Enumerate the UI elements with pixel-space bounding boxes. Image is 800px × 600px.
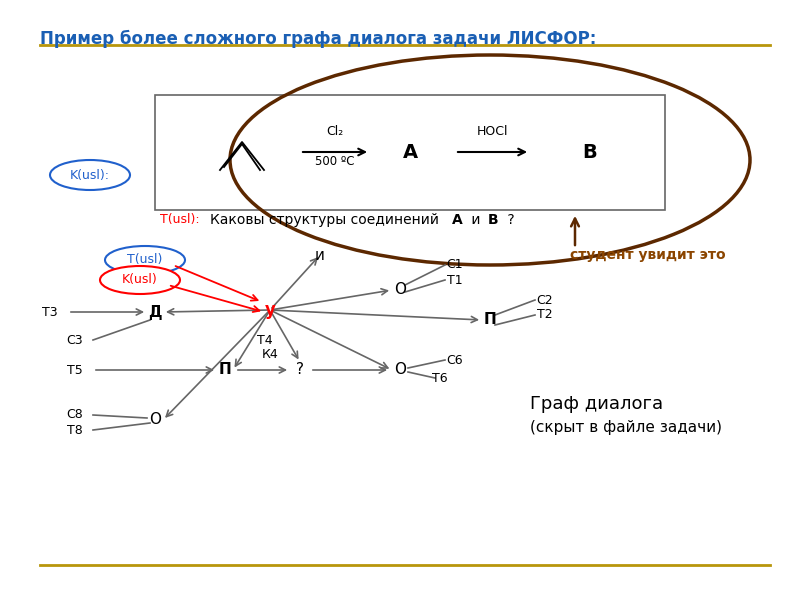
Text: С6: С6 — [446, 353, 463, 367]
Text: Граф диалога: Граф диалога — [530, 395, 663, 413]
Text: К4: К4 — [262, 349, 278, 361]
Text: Т1: Т1 — [447, 274, 463, 286]
Text: Т3: Т3 — [42, 305, 58, 319]
Text: у: у — [265, 301, 275, 319]
Text: О: О — [149, 413, 161, 427]
Text: Т6: Т6 — [432, 371, 448, 385]
Bar — [155, 95, 665, 210]
Text: Т5: Т5 — [67, 364, 83, 377]
Text: С2: С2 — [537, 293, 554, 307]
Text: K(usl): K(usl) — [122, 274, 158, 286]
Text: О: О — [394, 362, 406, 377]
Text: Каковы структуры соединений: Каковы структуры соединений — [210, 213, 443, 227]
Text: Пример более сложного графа диалога задачи ЛИСФОР:: Пример более сложного графа диалога зада… — [40, 30, 596, 48]
Text: HOCl: HOCl — [476, 125, 508, 138]
Text: Д: Д — [148, 304, 162, 319]
Text: Cl₂: Cl₂ — [326, 125, 344, 138]
Text: ?: ? — [296, 362, 304, 377]
Text: С3: С3 — [66, 334, 83, 346]
Text: П: П — [484, 313, 496, 328]
Text: С1: С1 — [446, 259, 463, 271]
Text: П: П — [218, 362, 231, 377]
Text: B: B — [582, 142, 598, 161]
Text: и: и — [467, 213, 485, 227]
Ellipse shape — [100, 266, 180, 294]
Ellipse shape — [50, 160, 130, 190]
Text: Т2: Т2 — [537, 308, 553, 322]
Text: студент увидит это: студент увидит это — [570, 248, 726, 262]
Text: В: В — [488, 213, 498, 227]
Text: A: A — [402, 142, 418, 161]
Text: С8: С8 — [66, 409, 83, 421]
Text: T(usl):: T(usl): — [160, 214, 200, 226]
Text: А: А — [452, 213, 462, 227]
Text: Т4: Т4 — [257, 334, 273, 346]
Text: ?: ? — [503, 213, 514, 227]
Text: T(usl): T(usl) — [127, 253, 162, 266]
Text: и: и — [315, 247, 325, 263]
Ellipse shape — [105, 246, 185, 274]
Text: О: О — [394, 283, 406, 298]
Text: 500 ºC: 500 ºC — [315, 155, 354, 168]
Text: K(usl):: K(usl): — [70, 169, 110, 181]
Text: Т8: Т8 — [67, 424, 83, 437]
Text: (скрыт в файле задачи): (скрыт в файле задачи) — [530, 420, 722, 435]
